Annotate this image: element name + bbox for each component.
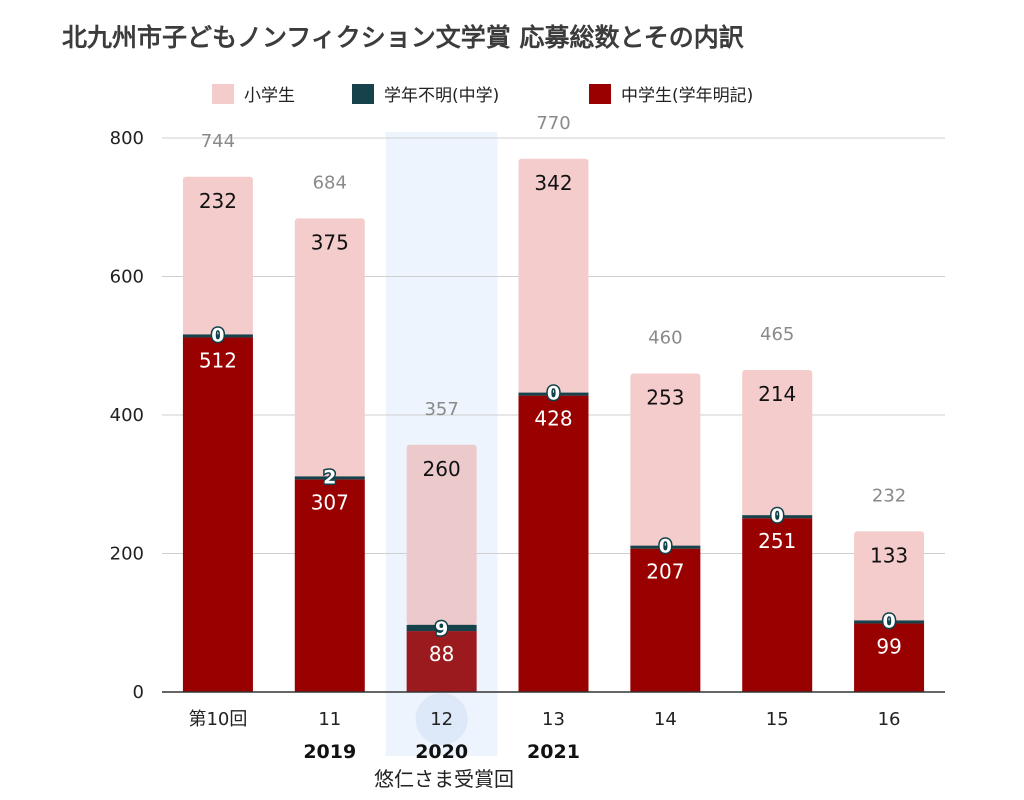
chart-title: 北九州市子どもノンフィクション文学賞 応募総数とその内訳 <box>62 23 745 52</box>
bar-unknown-grade <box>742 515 813 519</box>
bar-junior-high <box>294 479 365 692</box>
elementary-value-label: 260 <box>423 457 461 481</box>
total-label: 770 <box>536 113 570 134</box>
total-label: 460 <box>648 327 682 348</box>
unknown-grade-value-label: 0 <box>211 324 224 346</box>
highlight-annotation: 悠仁さま受賞回 <box>374 767 514 791</box>
bar-junior-high <box>518 395 589 692</box>
bar-elementary <box>742 369 813 519</box>
bar-junior-high <box>182 337 253 692</box>
unknown-grade-value-label: 0 <box>882 610 895 632</box>
junior-high-value-label: 251 <box>758 529 796 553</box>
total-label: 232 <box>872 485 906 506</box>
bar-junior-high <box>854 623 925 692</box>
elementary-value-label: 253 <box>646 385 684 409</box>
unknown-grade-value-label: 0 <box>771 505 784 527</box>
y-tick-label: 600 <box>110 267 144 288</box>
x-tick-label: 13 <box>542 709 565 730</box>
bar-unknown-grade <box>630 545 701 549</box>
total-label: 465 <box>760 324 794 345</box>
total-label: 684 <box>313 172 347 193</box>
bar-elementary <box>854 531 925 624</box>
junior-high-value-label: 207 <box>646 560 684 584</box>
y-tick-label: 800 <box>110 128 144 149</box>
legend-swatch <box>352 84 374 104</box>
unknown-grade-value-label: 2 <box>323 466 336 488</box>
elementary-value-label: 342 <box>534 171 572 195</box>
junior-high-value-label: 88 <box>429 642 454 666</box>
bar-unknown-grade <box>518 392 589 396</box>
unknown-grade-value-label: 0 <box>547 383 560 405</box>
bar-elementary <box>630 373 701 549</box>
year-label: 2021 <box>527 741 580 763</box>
total-label: 744 <box>201 131 235 152</box>
x-tick-label: 15 <box>766 709 789 730</box>
bar-elementary <box>518 158 589 396</box>
elementary-value-label: 232 <box>199 189 237 213</box>
bars-layer <box>182 158 925 692</box>
unknown-grade-value-label: 9 <box>435 618 448 640</box>
unknown-grade-value-label: 0 <box>659 536 672 558</box>
x-tick-label: 14 <box>654 709 677 730</box>
elementary-value-label: 214 <box>758 382 796 406</box>
legend: 小学生 学年不明(中学) 中学生(学年明記) <box>212 84 753 106</box>
bar-unknown-grade <box>294 476 365 480</box>
year-label: 2020 <box>415 741 468 763</box>
junior-high-value-label: 428 <box>534 407 572 431</box>
bar-elementary <box>182 176 253 338</box>
total-label: 357 <box>424 399 458 420</box>
junior-high-value-label: 512 <box>199 348 237 372</box>
elementary-value-label: 375 <box>311 230 349 254</box>
elementary-value-label: 133 <box>870 543 908 567</box>
legend-label: 学年不明(中学) <box>384 86 499 106</box>
bar-junior-high <box>630 548 701 692</box>
y-tick-label: 0 <box>133 682 144 703</box>
bar-elementary <box>406 444 477 625</box>
year-label: 2019 <box>303 741 356 763</box>
y-tick-label: 200 <box>110 544 144 565</box>
bar-unknown-grade <box>406 624 477 632</box>
bar-unknown-grade <box>182 334 253 338</box>
bar-junior-high <box>742 518 813 692</box>
x-tick-label: 11 <box>318 709 341 730</box>
legend-swatch <box>212 84 234 104</box>
x-tick-label: 第10回 <box>188 709 247 730</box>
bar-unknown-grade <box>854 620 925 624</box>
x-tick-label: 12 <box>430 709 453 730</box>
junior-high-value-label: 307 <box>311 490 349 514</box>
bar-elementary <box>294 218 365 479</box>
labels-layer: 7442320512684375230735726098877034204284… <box>199 113 908 666</box>
bar-junior-high <box>406 631 477 692</box>
y-tick-label: 400 <box>110 405 144 426</box>
junior-high-value-label: 99 <box>876 634 901 658</box>
legend-label: 中学生(学年明記) <box>621 86 753 106</box>
highlight-circle <box>415 693 468 745</box>
legend-swatch <box>589 84 611 104</box>
legend-label: 小学生 <box>244 86 295 106</box>
x-tick-label: 16 <box>878 709 901 730</box>
